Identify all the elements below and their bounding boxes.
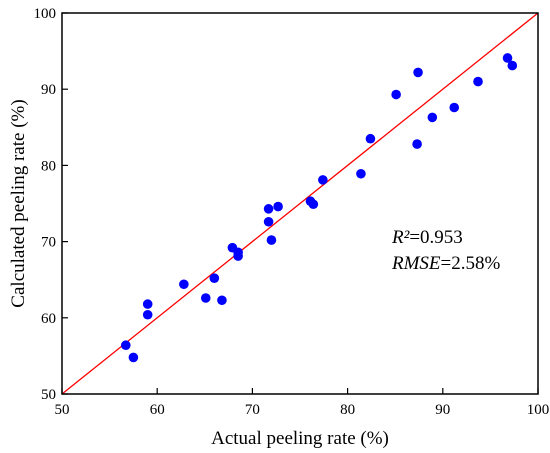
rmse-symbol: RMSE (391, 253, 441, 274)
data-point (266, 235, 277, 245)
data-point (308, 199, 319, 210)
data-point (473, 76, 483, 87)
data-point (263, 216, 274, 227)
data-points-layer (120, 53, 518, 363)
r-squared-annotation: R²=0.953 (391, 227, 463, 248)
reference-line-layer (61, 12, 539, 395)
y-tick-label: 50 (41, 387, 56, 403)
data-point (200, 293, 211, 303)
data-point (120, 340, 131, 351)
data-point (273, 201, 283, 212)
data-point (217, 295, 227, 306)
rmse-value: =2.58% (441, 253, 501, 274)
data-point (179, 279, 189, 290)
x-tick-label: 100 (527, 402, 550, 418)
x-tick-label: 50 (55, 402, 70, 418)
data-point (413, 67, 423, 78)
y-axis-label: Calculated peeling rate (%) (8, 99, 29, 307)
data-point (412, 139, 422, 149)
r-squared-value: =0.953 (409, 227, 462, 248)
data-point (142, 309, 153, 320)
y-axis-ticks: 50 60 70 80 90 100 (34, 6, 68, 403)
x-axis-ticks: 50 60 70 80 90 100 (55, 388, 550, 418)
data-point (263, 204, 274, 214)
y-tick-label: 80 (41, 158, 56, 174)
r-squared-symbol: R² (391, 227, 410, 248)
reference-line (61, 12, 539, 395)
x-tick-label: 70 (245, 402, 260, 418)
data-point (365, 133, 376, 144)
y-tick-label: 90 (41, 82, 56, 98)
y-tick-label: 100 (34, 6, 57, 22)
data-point (128, 352, 139, 363)
data-point (318, 175, 328, 185)
data-point (502, 53, 513, 63)
data-point (507, 60, 518, 71)
rmse-annotation: RMSE=2.58% (391, 253, 501, 274)
data-point (233, 251, 243, 261)
x-tick-label: 60 (150, 402, 165, 418)
x-tick-label: 80 (340, 402, 355, 418)
data-point (391, 89, 401, 100)
x-tick-label: 90 (435, 402, 450, 418)
plot-frame (61, 12, 539, 395)
data-point (209, 273, 220, 283)
data-point (449, 102, 460, 113)
data-point (427, 112, 438, 123)
data-point (356, 168, 366, 179)
data-point (142, 299, 153, 309)
x-axis-label: Actual peeling rate (%) (211, 428, 389, 449)
y-tick-label: 60 (41, 311, 56, 327)
y-tick-label: 70 (41, 235, 56, 251)
